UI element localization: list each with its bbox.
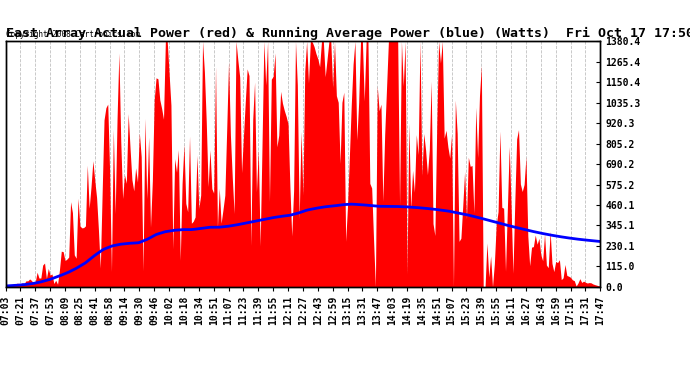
Text: Copyright 2008 Cartronics.com: Copyright 2008 Cartronics.com xyxy=(6,30,139,39)
Text: East Array Actual Power (red) & Running Average Power (blue) (Watts)  Fri Oct 17: East Array Actual Power (red) & Running … xyxy=(6,27,690,40)
